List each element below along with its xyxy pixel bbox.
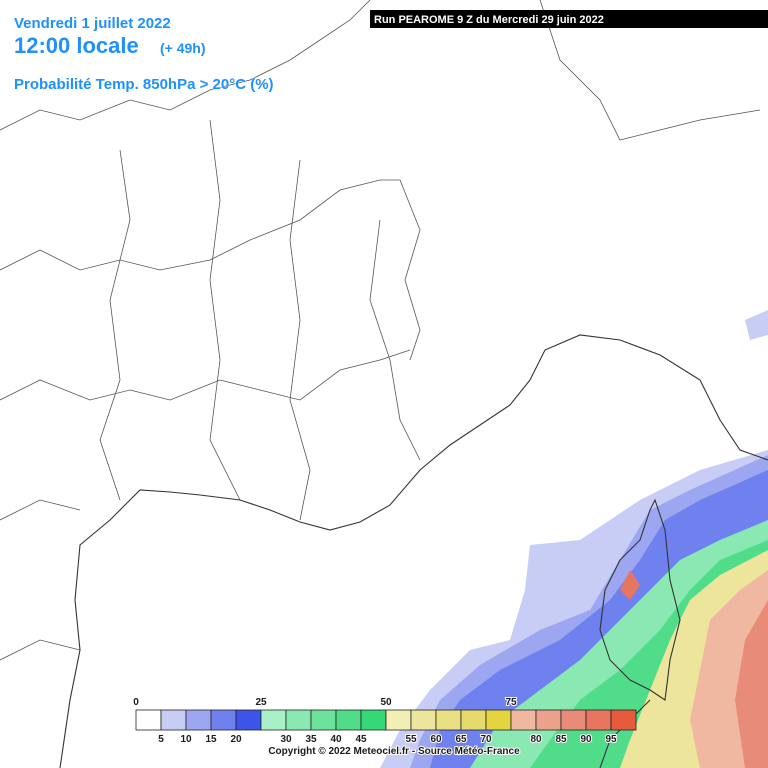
legend-label: 85	[555, 734, 567, 745]
legend-swatch	[535, 709, 562, 731]
legend-label: 50	[380, 697, 392, 708]
legend-label: 70	[480, 734, 492, 745]
legend-label: 5	[158, 734, 164, 745]
legend-swatch	[510, 709, 537, 731]
legend-swatch	[335, 709, 362, 731]
legend-swatch	[385, 709, 412, 731]
legend-swatch	[235, 709, 262, 731]
precip-field	[380, 310, 768, 768]
legend-label: 35	[305, 734, 317, 745]
run-banner	[370, 10, 768, 28]
lead-time: (+ 49h)	[160, 40, 206, 56]
parameter: Probabilité Temp. 850hPa > 20°C (%)	[14, 76, 274, 93]
legend-swatch	[435, 709, 462, 731]
legend-label: 60	[430, 734, 442, 745]
legend-label: 45	[355, 734, 367, 745]
legend-label: 95	[605, 734, 617, 745]
legend-swatch	[360, 709, 387, 731]
time: 12:00 locale	[14, 33, 139, 58]
legend-label: 90	[580, 734, 592, 745]
legend-label: 80	[530, 734, 542, 745]
legend-swatch	[310, 709, 337, 731]
legend-label: 55	[405, 734, 417, 745]
legend: 0 25 50 75 5 10 15 20 30 35 40 45 55 60 65 70 80 85 90 95	[132, 696, 637, 746]
borders	[0, 0, 761, 661]
legend-label: 30	[280, 734, 292, 745]
legend-label: 25	[255, 697, 267, 708]
legend-label: 15	[205, 734, 217, 745]
legend-swatch	[460, 709, 487, 731]
copyright: Copyright © 2022 Meteociel.fr - Source M…	[268, 746, 520, 757]
legend-swatch	[585, 709, 612, 731]
legend-swatch	[185, 709, 212, 731]
legend-swatch	[285, 709, 312, 731]
legend-swatch	[485, 709, 512, 731]
legend-swatch	[260, 709, 287, 731]
legend-label: 20	[230, 734, 242, 745]
legend-swatch	[210, 709, 237, 731]
legend-label: 65	[455, 734, 467, 745]
legend-swatch	[610, 709, 637, 731]
legend-swatch	[410, 709, 437, 731]
legend-swatch	[560, 709, 587, 731]
legend-label: 0	[133, 697, 139, 708]
legend-swatch	[135, 709, 162, 731]
date: Vendredi 1 juillet 2022	[14, 15, 171, 32]
legend-swatch	[160, 709, 187, 731]
run-label: Run PEAROME 9 Z du Mercredi 29 juin 2022	[374, 14, 604, 26]
legend-label: 75	[505, 697, 517, 708]
legend-label: 10	[180, 734, 192, 745]
legend-label: 40	[330, 734, 342, 745]
